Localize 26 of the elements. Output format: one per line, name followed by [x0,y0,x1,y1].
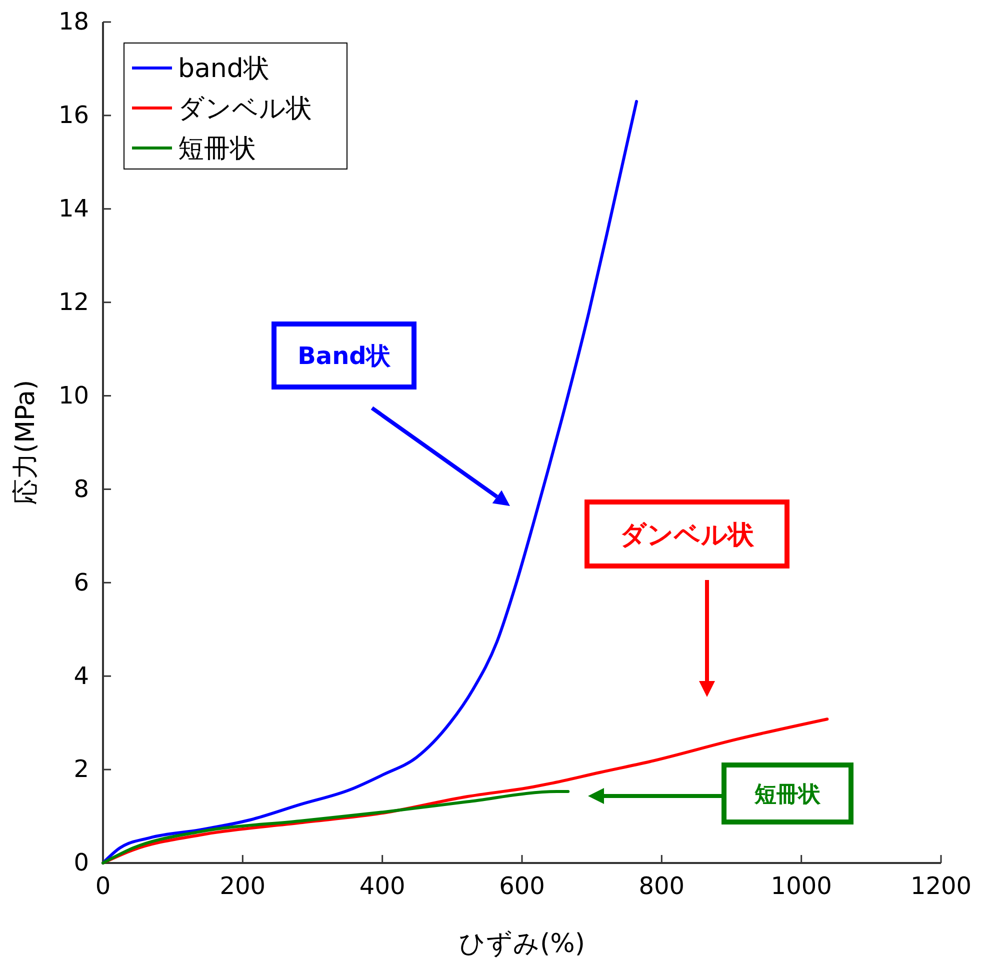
y-tick-label: 10 [58,381,89,410]
y-tick-label: 16 [58,101,89,130]
y-tick-label: 6 [74,568,89,596]
y-tick-label: 2 [74,755,89,784]
annotation: ダンベル状 [620,520,755,550]
y-tick-label: 12 [58,288,89,316]
legend-label: ダンベル状 [178,94,312,124]
y-axis-title: 応力(MPa) [11,380,41,506]
legend-label: band状 [178,54,270,84]
x-tick-label: 800 [638,872,685,900]
x-tick-label: 600 [499,872,545,900]
annotation: Band状 [298,342,392,370]
y-tick-label: 4 [74,662,89,690]
y-tick-label: 8 [74,474,89,503]
y-tick-label: 14 [58,194,89,223]
legend-label: 短冊状 [178,134,256,164]
x-axis-title: ひずみ(%) [459,929,585,959]
x-tick-label: 0 [95,872,111,900]
y-tick-label: 0 [74,848,89,877]
annotation: 短冊状 [754,782,822,808]
y-tick-label: 18 [58,8,89,36]
x-tick-label: 1200 [910,872,972,900]
x-tick-label: 1000 [770,872,832,900]
x-tick-label: 200 [220,872,266,900]
x-tick-label: 400 [359,872,406,900]
line-series [102,790,570,864]
